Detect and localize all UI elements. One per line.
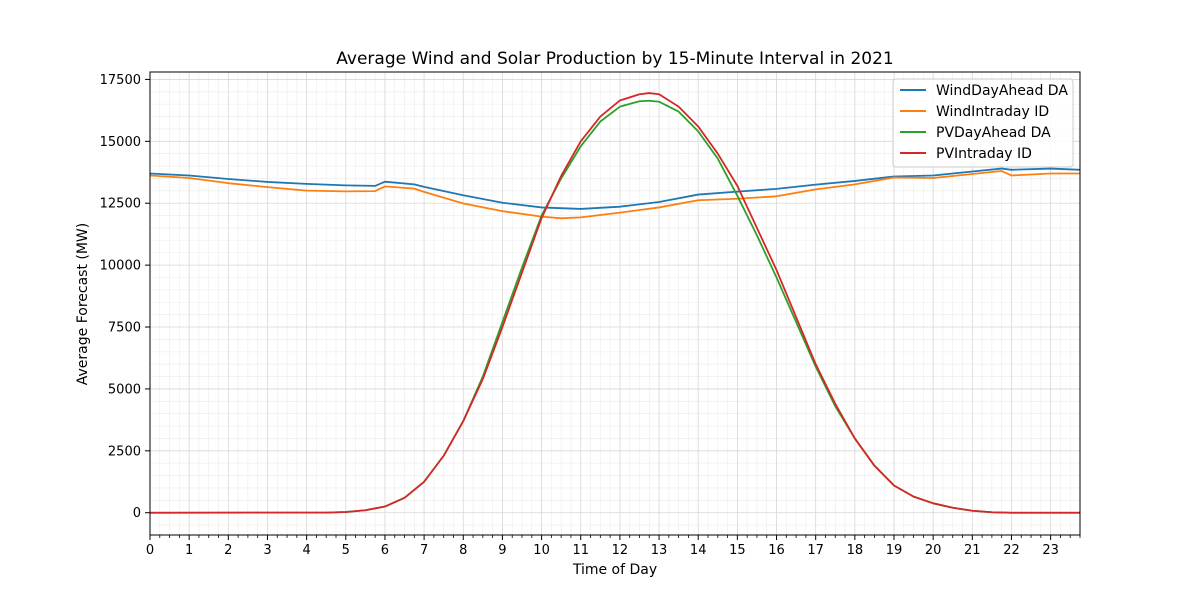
y-tick-label: 17500	[100, 73, 141, 88]
legend-label: WindIntraday ID	[936, 104, 1049, 120]
x-tick-label: 20	[925, 543, 942, 558]
x-tick-label: 21	[964, 543, 981, 558]
series-line-4	[150, 92, 1080, 514]
x-tick-label: 9	[498, 543, 506, 558]
y-axis-label: Average Forecast (MW)	[75, 223, 91, 385]
legend: WindDayAhead DA WindIntraday ID PVDayAhead…	[892, 78, 1074, 168]
x-tick-label: 14	[690, 543, 707, 558]
x-tick-label: 13	[651, 543, 668, 558]
legend-label: PVDayAhead DA	[936, 125, 1051, 141]
x-tick-label: 5	[342, 543, 350, 558]
x-tick-label: 16	[768, 543, 785, 558]
legend-label: WindDayAhead DA	[936, 83, 1068, 99]
y-tick-label: 0	[133, 506, 141, 521]
chart-title: Average Wind and Solar Production by 15-…	[336, 49, 893, 69]
y-tick-label: 10000	[100, 259, 141, 274]
x-tick-label: 7	[420, 543, 428, 558]
x-tick-label: 18	[847, 543, 864, 558]
series-line-2	[150, 170, 1080, 220]
x-tick-label: 19	[886, 543, 903, 558]
x-tick-label: 6	[381, 543, 389, 558]
x-tick-label: 1	[185, 543, 193, 558]
x-tick-label: 3	[263, 543, 271, 558]
x-tick-label: 23	[1042, 543, 1059, 558]
legend-box	[892, 78, 1074, 168]
x-tick-label: 11	[572, 543, 589, 558]
series-layer	[150, 92, 1080, 514]
legend-label: PVIntraday ID	[936, 146, 1032, 162]
x-tick-label: 0	[146, 543, 154, 558]
series-line-1	[150, 167, 1080, 210]
x-tick-label: 10	[533, 543, 550, 558]
y-tick-label: 2500	[108, 444, 141, 459]
y-tick-label: 7500	[108, 321, 141, 336]
y-axis: 0 2500 5000 7500 10000 12500 15000 17500	[100, 73, 150, 521]
plot-frame	[149, 71, 1081, 536]
x-tick-label: 4	[302, 543, 310, 558]
x-tick-label: 15	[729, 543, 746, 558]
x-tick-label: 17	[807, 543, 824, 558]
x-tick-label: 12	[612, 543, 629, 558]
y-tick-label: 12500	[100, 197, 141, 212]
x-tick-label: 8	[459, 543, 467, 558]
y-tick-label: 5000	[108, 382, 141, 397]
x-axis: 0 1 2 3 4 5 6 7 8 9 10 11 12 13 14 15 16 17 18 19 20 21 22 23	[146, 535, 1081, 558]
y-tick-label: 15000	[100, 135, 141, 150]
major-grid	[149, 72, 1080, 535]
x-axis-label: Time of Day	[572, 562, 657, 578]
x-tick-label: 22	[1003, 543, 1020, 558]
x-tick-label: 2	[224, 543, 232, 558]
